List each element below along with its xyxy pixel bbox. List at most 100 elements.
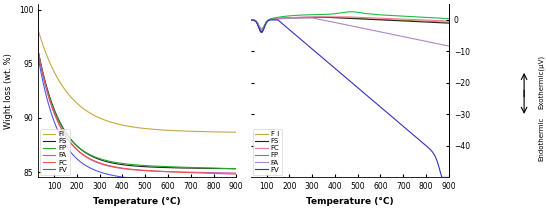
- Line: FC: FC: [38, 10, 236, 174]
- FV: [403, 128, 410, 130]
- FV: [257, 31, 264, 33]
- F I: [331, 16, 338, 19]
- FC: [35, 8, 41, 11]
- FV: [339, 73, 345, 75]
- FC: [126, 168, 133, 170]
- FP: [446, 17, 452, 20]
- FP: [440, 17, 447, 20]
- Line: FP: FP: [251, 12, 449, 29]
- FC: [403, 18, 410, 21]
- Line: FS: FS: [251, 17, 449, 32]
- FA: [257, 27, 264, 30]
- Line: FS: FS: [38, 10, 236, 169]
- FA: [233, 172, 240, 174]
- FV: [131, 177, 138, 180]
- FP: [258, 28, 265, 30]
- FI: [35, 8, 41, 11]
- FV: [35, 8, 41, 11]
- FA: [440, 44, 446, 46]
- FP: [344, 11, 351, 13]
- Legend: F I, FS, FC, FP, FA, FV: F I, FS, FC, FP, FA, FV: [253, 129, 282, 175]
- FS: [446, 22, 452, 24]
- FV: [191, 181, 198, 184]
- FS: [258, 31, 265, 33]
- FI: [191, 130, 198, 133]
- FA: [227, 172, 234, 174]
- FV: [247, 19, 254, 21]
- FS: [403, 20, 410, 22]
- FA: [339, 23, 345, 25]
- FP: [191, 166, 198, 169]
- F I: [247, 19, 254, 21]
- Legend: FI, FS, FP, FA, FC, FV: FI, FS, FP, FA, FC, FV: [40, 129, 70, 175]
- FS: [339, 17, 345, 19]
- FC: [191, 172, 198, 174]
- FC: [446, 20, 452, 22]
- FP: [126, 163, 133, 165]
- FP: [35, 8, 41, 11]
- FS: [440, 22, 447, 24]
- FS: [227, 167, 234, 170]
- FA: [344, 24, 351, 26]
- FV: [440, 176, 447, 179]
- F I: [440, 21, 447, 23]
- FA: [35, 8, 41, 11]
- FV: [227, 183, 234, 186]
- FS: [247, 19, 254, 21]
- FV: [227, 183, 234, 186]
- FP: [257, 27, 264, 30]
- FI: [227, 131, 234, 133]
- FS: [45, 91, 51, 93]
- F I: [257, 29, 264, 32]
- FS: [191, 167, 198, 169]
- FC: [45, 94, 51, 97]
- Line: FP: FP: [38, 10, 236, 169]
- FA: [440, 44, 447, 46]
- FP: [227, 167, 234, 170]
- X-axis label: Temperature (°C): Temperature (°C): [306, 197, 394, 206]
- Line: FV: FV: [251, 20, 449, 177]
- FP: [227, 167, 234, 170]
- FC: [227, 173, 234, 175]
- FA: [227, 172, 234, 174]
- FC: [247, 19, 254, 21]
- FC: [233, 173, 240, 175]
- FA: [247, 19, 254, 21]
- FA: [126, 168, 133, 171]
- F I: [258, 30, 265, 32]
- FS: [131, 165, 138, 167]
- FP: [45, 92, 51, 95]
- FV: [440, 176, 447, 179]
- FP: [339, 12, 345, 14]
- F I: [339, 16, 345, 19]
- FS: [233, 167, 240, 170]
- FC: [131, 168, 138, 171]
- FP: [403, 15, 410, 18]
- FS: [344, 17, 351, 20]
- FS: [257, 30, 264, 33]
- FA: [308, 17, 315, 19]
- Text: Exothermic(μV): Exothermic(μV): [538, 55, 544, 109]
- FI: [45, 58, 51, 60]
- FC: [344, 16, 351, 18]
- X-axis label: Temperature (°C): Temperature (°C): [93, 197, 181, 206]
- F I: [403, 19, 410, 22]
- FP: [440, 17, 447, 20]
- Line: FA: FA: [251, 18, 449, 46]
- FV: [344, 77, 351, 80]
- FV: [275, 19, 281, 21]
- FI: [131, 126, 138, 129]
- FV: [438, 176, 445, 179]
- FS: [440, 22, 447, 24]
- Line: FV: FV: [38, 10, 236, 185]
- Text: Endothermic: Endothermic: [538, 117, 544, 161]
- FA: [446, 45, 452, 47]
- FI: [227, 131, 234, 133]
- FC: [343, 16, 349, 18]
- FV: [45, 102, 51, 104]
- F I: [344, 17, 351, 19]
- FV: [233, 184, 240, 186]
- FC: [259, 29, 265, 31]
- FV: [126, 177, 133, 179]
- FA: [131, 169, 138, 171]
